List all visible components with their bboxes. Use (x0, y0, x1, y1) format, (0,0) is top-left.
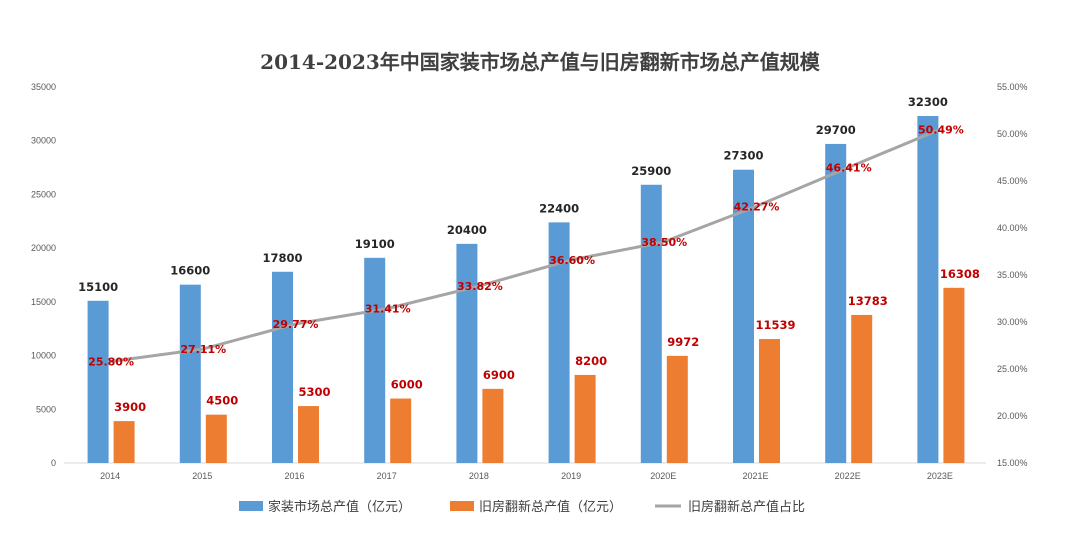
bar-home-decoration-label: 16600 (170, 264, 210, 278)
bar-renovation-label: 9972 (667, 335, 699, 349)
chart-title: 2014-2023年中国家装市场总产值与旧房翻新市场总产值规模 (260, 50, 820, 74)
bar-home-decoration-label: 19100 (355, 237, 395, 251)
ratio-line (109, 128, 941, 363)
ratio-data-label: 36.60% (549, 254, 595, 267)
bar-renovation-label: 6900 (483, 368, 515, 382)
bar-home-decoration-label: 32300 (908, 95, 948, 109)
bar-home-decoration (733, 169, 754, 463)
y-right-tick-label: 50.00% (997, 129, 1028, 139)
y-right-tick-label: 40.00% (997, 223, 1028, 233)
bar-renovation (298, 406, 319, 463)
ratio-data-label: 46.41% (826, 162, 872, 175)
x-tick-label: 2021E (742, 471, 768, 481)
bar-home-decoration (364, 257, 386, 463)
bar-renovation (113, 421, 135, 463)
x-tick-label: 2020E (650, 471, 676, 481)
y-left-tick-label: 5000 (36, 404, 56, 414)
x-tick-label: 2015 (192, 471, 212, 481)
ratio-data-label: 29.77% (273, 318, 319, 331)
x-tick-label: 2017 (377, 471, 397, 481)
y-left-tick-label: 15000 (31, 297, 56, 307)
ratio-data-label: 27.11% (180, 343, 226, 356)
x-tick-label: 2014 (100, 471, 120, 481)
bar-home-decoration-label: 25900 (631, 164, 671, 178)
bar-home-decoration-label: 20400 (447, 223, 487, 237)
y-left-tick-label: 35000 (31, 82, 56, 92)
y-right-tick-label: 55.00% (997, 82, 1028, 92)
x-tick-label: 2016 (284, 471, 304, 481)
bar-renovation (666, 355, 688, 463)
y-right-tick-label: 25.00% (997, 364, 1028, 374)
legend-label-renovation: 旧房翻新总产值（亿元） (479, 499, 622, 515)
x-tick-label: 2018 (469, 471, 489, 481)
x-tick-label: 2023E (927, 471, 953, 481)
ratio-data-label: 31.41% (365, 303, 411, 316)
bar-home-decoration (825, 143, 847, 464)
ratio-data-label: 50.49% (918, 123, 964, 136)
bar-home-decoration (548, 222, 570, 463)
y-right-tick-label: 45.00% (997, 176, 1028, 186)
bar-renovation-label: 4500 (206, 394, 238, 408)
bar-renovation (759, 339, 780, 463)
bar-renovation-label: 13783 (848, 294, 888, 308)
ratio-data-label: 25.80% (88, 355, 134, 368)
bar-home-decoration (640, 184, 662, 463)
bar-home-decoration-label: 17800 (262, 251, 302, 265)
bar-home-decoration (179, 284, 201, 463)
y-left-tick-label: 25000 (31, 189, 56, 199)
bar-renovation (205, 414, 227, 463)
bar-home-decoration-label: 29700 (816, 123, 856, 137)
bar-renovation-label: 6000 (391, 378, 423, 392)
bar-home-decoration (87, 300, 109, 463)
bar-renovation (390, 398, 412, 463)
y-right-tick-label: 20.00% (997, 411, 1028, 421)
bar-renovation (482, 388, 504, 463)
bar-renovation (574, 374, 596, 463)
ratio-data-label: 38.50% (641, 236, 687, 249)
bar-renovation-label: 3900 (114, 400, 146, 414)
legend-swatch-renovation (450, 501, 474, 511)
y-right-tick-label: 15.00% (997, 458, 1028, 468)
y-left-tick-label: 10000 (31, 351, 56, 361)
legend-label-ratio: 旧房翻新总产值占比 (688, 499, 805, 515)
x-tick-label: 2019 (561, 471, 581, 481)
legend-swatch-home-decoration (239, 501, 263, 511)
bar-renovation-label: 8200 (575, 354, 607, 368)
bar-home-decoration (917, 116, 939, 464)
bar-renovation-label: 5300 (298, 385, 330, 399)
bar-home-decoration (272, 271, 293, 463)
y-right-tick-label: 35.00% (997, 270, 1028, 280)
bar-renovation-label: 11539 (755, 318, 795, 332)
bar-home-decoration-label: 15100 (78, 280, 118, 294)
legend-label-home-decoration: 家装市场总产值（亿元） (268, 499, 411, 515)
bar-home-decoration (456, 243, 478, 463)
bar-home-decoration-label: 27300 (723, 149, 763, 163)
ratio-data-label: 42.27% (734, 201, 780, 214)
bar-renovation (851, 314, 873, 463)
y-right-tick-label: 30.00% (997, 317, 1028, 327)
ratio-data-label: 33.82% (457, 280, 503, 293)
bar-renovation-label: 16308 (940, 267, 980, 281)
x-tick-label: 2022E (835, 471, 861, 481)
y-left-tick-label: 20000 (31, 243, 56, 253)
bar-renovation (943, 287, 965, 463)
y-left-tick-label: 30000 (31, 136, 56, 146)
bar-home-decoration-label: 22400 (539, 201, 579, 215)
y-left-tick-label: 0 (51, 458, 56, 468)
